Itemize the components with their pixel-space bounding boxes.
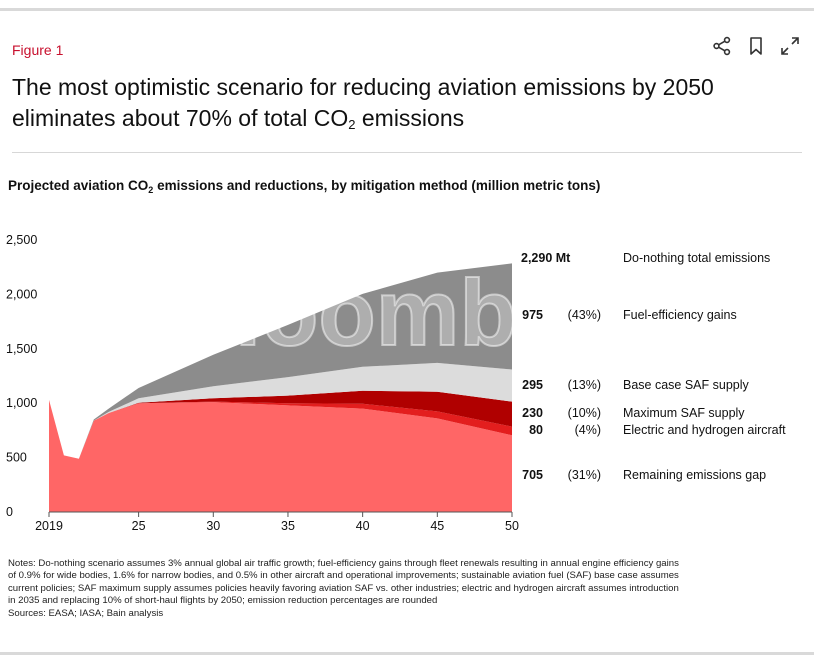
expand-icon[interactable] <box>780 36 800 56</box>
note-line: Notes: Do-nothing scenario assumes 3% an… <box>8 558 679 569</box>
watermark: Bloomberg <box>167 260 663 365</box>
area-maximum-saf-supply <box>49 390 512 459</box>
top-divider <box>0 8 814 11</box>
legend-row: 975 (43%) Fuel-efficiency gains <box>522 308 737 322</box>
y-tick-label: 2,000 <box>6 287 37 301</box>
legend-value: 230 <box>522 406 543 420</box>
note-line: current policies; SAF maximum supply ass… <box>8 582 679 594</box>
legend-row: 705 (31%) Remaining emissions gap <box>522 468 766 482</box>
area-base-case-saf-supply <box>49 362 512 459</box>
figure-label: Figure 1 <box>12 42 64 58</box>
y-tick-label: 2,500 <box>6 233 37 247</box>
legend-label: Base case SAF supply <box>623 378 750 392</box>
y-tick-label: 0 <box>6 505 13 519</box>
legend-value: 80 <box>529 423 543 437</box>
headline-text-end: emissions <box>355 105 465 131</box>
x-tick-label: 40 <box>356 519 370 533</box>
legend-label: Remaining emissions gap <box>623 468 766 482</box>
figure-actions <box>712 36 800 56</box>
area-layers <box>49 263 512 512</box>
bottom-divider <box>0 652 814 655</box>
area-remaining-emissions-gap <box>49 399 512 512</box>
y-tick-label: 1,500 <box>6 342 37 356</box>
legend-percent: (43%) <box>568 308 601 322</box>
note-line: of 0.9% for wide bodies, 1.6% for narrow… <box>8 570 679 582</box>
headline: The most optimistic scenario for reducin… <box>12 72 792 140</box>
legend-percent: (4%) <box>575 423 601 437</box>
legend-percent: (10%) <box>568 406 601 420</box>
legend-label: Do-nothing total emissions <box>623 251 770 265</box>
legend-row: 230 (10%) Maximum SAF supply <box>522 406 745 420</box>
legend-row: 2,290 Mt Do-nothing total emissions <box>521 251 770 265</box>
y-tick-label: 1,000 <box>6 396 37 410</box>
share-icon[interactable] <box>712 36 732 56</box>
legend-label: Electric and hydrogen aircraft <box>623 423 786 437</box>
chart-title: Projected aviation CO2 emissions and red… <box>8 178 600 195</box>
chart-axes: 0 500 1,000 1,500 2,000 2,500 2019 25 30 35 40 45 50 <box>6 233 519 533</box>
legend-label: Maximum SAF supply <box>623 406 745 420</box>
sources-line: Sources: EASA; IASA; Bain analysis <box>8 607 164 619</box>
chart-title-subscript: 2 <box>148 185 154 195</box>
legend-percent: (13%) <box>568 378 601 392</box>
x-tick-label: 35 <box>281 519 295 533</box>
x-tick-label: 2019 <box>35 519 63 533</box>
chart-notes: Notes: Do-nothing scenario assumes 3% an… <box>8 558 806 620</box>
area-fuel-efficiency-gains <box>49 263 512 459</box>
headline-text: The most optimistic scenario for reducin… <box>12 74 714 131</box>
legend-value: 295 <box>522 378 543 392</box>
legend-value: 2,290 Mt <box>521 251 571 265</box>
x-tick-label: 50 <box>505 519 519 533</box>
x-tick-label: 30 <box>206 519 220 533</box>
chart-legend: 2,290 Mt Do-nothing total emissions 975 (43… <box>521 251 786 482</box>
note-line: in 2035 and replacing 10% of short-haul … <box>8 595 438 607</box>
bookmark-icon[interactable] <box>746 36 766 56</box>
legend-value: 975 <box>522 308 543 322</box>
y-tick-label: 500 <box>6 451 27 465</box>
legend-row: 80 (4%) Electric and hydrogen aircraft <box>529 423 786 437</box>
headline-subscript: 2 <box>348 117 356 132</box>
legend-row: 295 (13%) Base case SAF supply <box>522 378 749 392</box>
legend-label: Fuel-efficiency gains <box>623 308 737 322</box>
x-tick-label: 25 <box>132 519 146 533</box>
section-divider <box>12 152 802 153</box>
chart-title-text: Projected aviation CO <box>8 178 149 193</box>
emissions-area-chart: 0 500 1,000 1,500 2,000 2,500 2019 25 30 35 40 45 50… <box>6 233 786 533</box>
x-tick-label: 45 <box>430 519 444 533</box>
legend-value: 705 <box>522 468 543 482</box>
chart-title-text-end: emissions and reductions, by mitigation … <box>153 178 601 193</box>
legend-percent: (31%) <box>568 468 601 482</box>
